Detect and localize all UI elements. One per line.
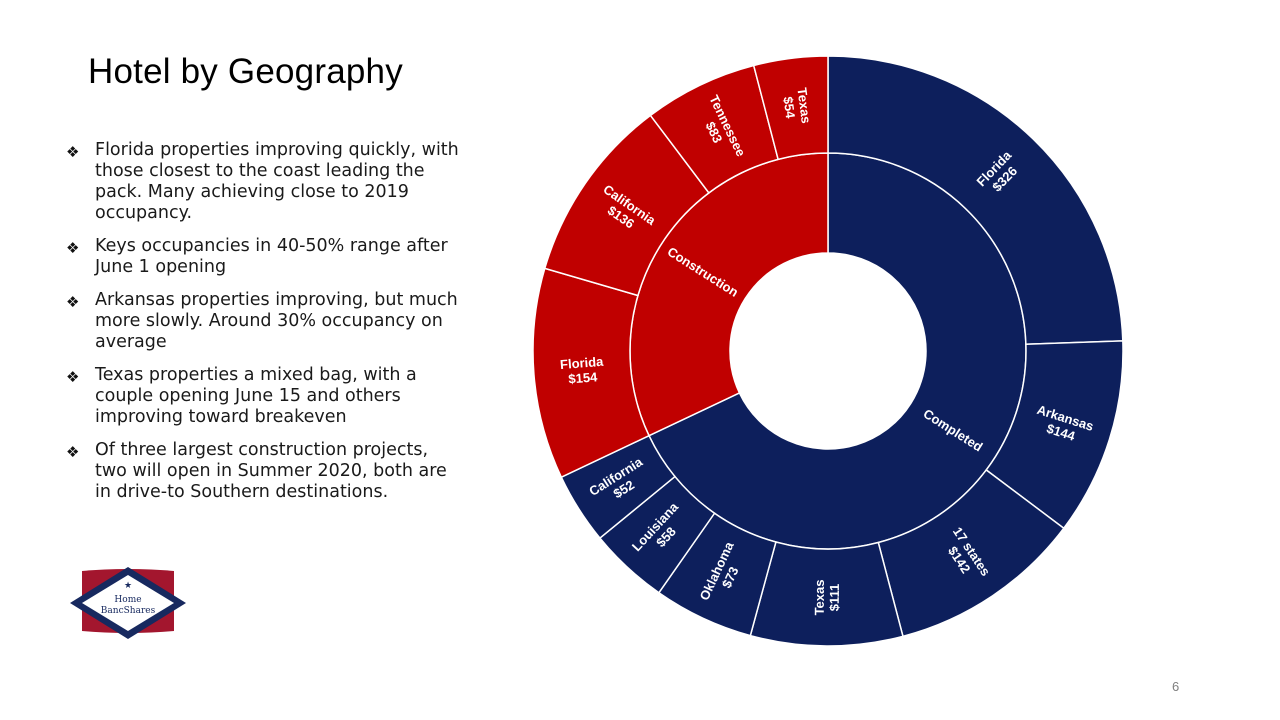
diamond-bullet-icon: ❖ — [66, 293, 80, 311]
bullet-text: Keys occupancies in 40-50% range after J… — [95, 236, 448, 277]
page-number: 6 — [1172, 679, 1180, 694]
company-logo: ★ Home BancShares — [70, 567, 186, 639]
diamond-bullet-icon: ❖ — [66, 143, 80, 161]
logo-line1: Home — [114, 595, 141, 605]
bullet-item: ❖ Of three largest construction projects,… — [66, 440, 461, 503]
bullet-text: Florida properties improving quickly, wi… — [95, 140, 459, 223]
label-line: $54 — [780, 96, 798, 120]
page-title: Hotel by Geography — [88, 52, 403, 91]
bullet-item: ❖ Arkansas properties improving, but much… — [66, 290, 461, 353]
diamond-inner — [82, 575, 174, 631]
bullet-list: ❖ Florida properties improving quickly, w… — [66, 140, 461, 515]
label-line: Florida — [559, 354, 604, 372]
bullet-text: Of three largest construction projects, … — [95, 440, 447, 502]
bullet-item: ❖ Florida properties improving quickly, w… — [66, 140, 461, 224]
diamond-bullet-icon: ❖ — [66, 239, 80, 257]
slice-label-completed-texas: Texas$111 — [812, 579, 842, 615]
star-icon: ★ — [124, 581, 132, 591]
outer-slice-construction-texas — [752, 55, 829, 161]
bullet-text: Arkansas properties improving, but much … — [95, 290, 458, 352]
slice-label-construction-florida: Florida$154 — [559, 354, 605, 387]
label-line: Texas — [794, 87, 813, 125]
logo-line2: BancShares — [101, 606, 156, 616]
bullet-item: ❖ Texas properties a mixed bag, with a co… — [66, 365, 461, 428]
diamond-bullet-icon: ❖ — [66, 368, 80, 386]
bullet-item: ❖ Keys occupancies in 40-50% range after … — [66, 236, 461, 278]
label-line: Texas — [812, 579, 827, 615]
bullet-text: Texas properties a mixed bag, with a cou… — [95, 365, 417, 427]
diamond-bullet-icon: ❖ — [66, 443, 80, 461]
slice-label-construction-texas: Texas$54 — [780, 87, 814, 126]
outer-slice-completed-florida — [827, 55, 1124, 346]
label-line: $154 — [568, 369, 599, 386]
label-line: $111 — [827, 584, 842, 612]
